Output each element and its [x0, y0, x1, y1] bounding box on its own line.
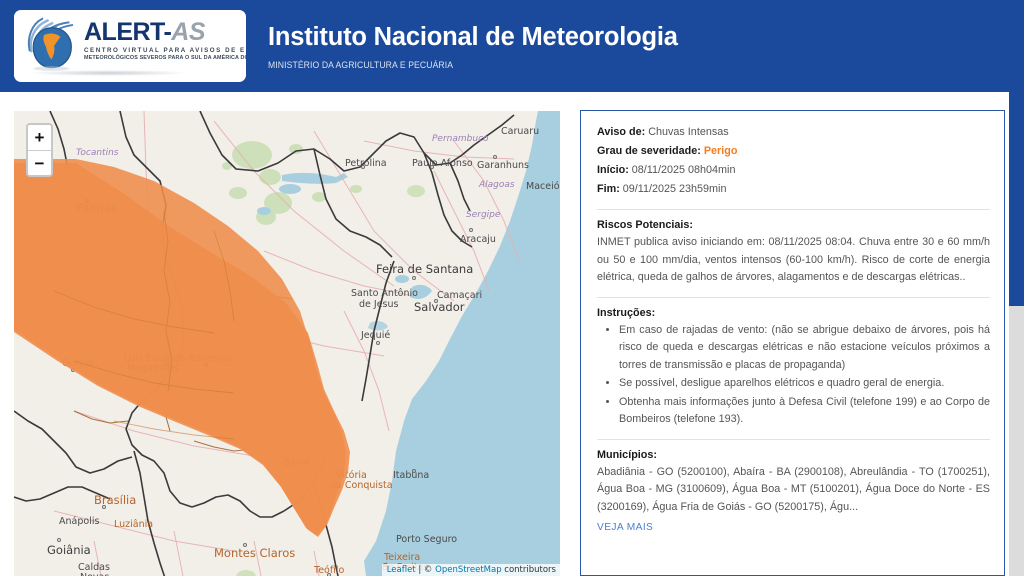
- city-dot: [327, 573, 331, 576]
- map-zoom-controls[interactable]: + −: [26, 123, 53, 177]
- city-dot: [493, 155, 497, 159]
- leaflet-link[interactable]: Leaflet: [386, 565, 416, 575]
- page-scrollbar[interactable]: [1009, 0, 1024, 576]
- aviso-label: Aviso de:: [597, 126, 646, 138]
- zoom-in-button[interactable]: +: [28, 125, 51, 150]
- riscos-title: Riscos Potenciais:: [597, 219, 694, 231]
- fim-row: Fim: 09/11/2025 23h59min: [597, 180, 990, 199]
- attribution-copyright: ©: [423, 565, 436, 575]
- city-dot: [376, 341, 380, 345]
- logo-shadow: [28, 70, 188, 76]
- inicio-row: Início: 08/11/2025 08h04min: [597, 161, 990, 180]
- logo-tagline-line-1: CENTRO VIRTUAL PARA AVISOS DE EVENTOS: [84, 47, 246, 54]
- page-subtitle: MINISTÉRIO DA AGRICULTURA E PECUÁRIA: [268, 60, 454, 70]
- divider: [597, 296, 990, 298]
- fim-label: Fim:: [597, 183, 620, 195]
- divider: [597, 438, 990, 440]
- municipios-title: Municípios:: [597, 448, 657, 461]
- instrucao-item: Obtenha mais informações junto à Defesa …: [619, 394, 990, 429]
- header-title-block: Instituto Nacional de Meteorologia MINIS…: [268, 22, 678, 70]
- severidade-row: Grau de severidade: Perigo: [597, 142, 990, 161]
- instrucoes-title: Instruções:: [597, 306, 656, 319]
- zoom-out-button[interactable]: −: [28, 150, 51, 175]
- map-attribution: Leaflet | © OpenStreetMap contributors: [381, 564, 560, 576]
- aviso-value: Chuvas Intensas: [648, 126, 729, 138]
- attribution-separator: |: [415, 565, 424, 575]
- city-dot: [102, 505, 106, 509]
- alert-info-panel: Aviso de: Chuvas Intensas Grau de severi…: [580, 110, 1005, 576]
- city-dot: [430, 165, 434, 169]
- alert-as-logo[interactable]: ALERT-AS CENTRO VIRTUAL PARA AVISOS DE E…: [14, 10, 246, 82]
- inicio-label: Início:: [597, 164, 629, 176]
- riscos-body: INMET publica aviso iniciando em: 08/11/…: [597, 236, 990, 283]
- scrollbar-thumb[interactable]: [1009, 0, 1024, 306]
- fim-value: 09/11/2025 23h59min: [622, 183, 727, 195]
- city-dot: [469, 228, 473, 232]
- veja-mais-link[interactable]: VEJA MAIS: [597, 522, 654, 533]
- instrucao-item: Em caso de rajadas de vento: (não se abr…: [619, 322, 990, 375]
- alert-area-overlay: [14, 163, 350, 537]
- content-area: TocantinsPalmasGurupiLuís EduardoMagalhã…: [0, 92, 1024, 576]
- site-header: ALERT-AS CENTRO VIRTUAL PARA AVISOS DE E…: [0, 0, 1024, 92]
- city-dot: [57, 538, 61, 542]
- city-dot: [434, 299, 438, 303]
- inicio-value: 08/11/2025 08h04min: [631, 164, 736, 176]
- city-dot: [412, 469, 416, 473]
- alert-map[interactable]: TocantinsPalmasGurupiLuís EduardoMagalhã…: [14, 111, 560, 576]
- aviso-row: Aviso de: Chuvas Intensas: [597, 123, 990, 142]
- logo-wordmark: ALERT-AS CENTRO VIRTUAL PARA AVISOS DE E…: [84, 18, 246, 61]
- instrucoes-list: Em caso de rajadas de vento: (não se abr…: [597, 322, 990, 429]
- city-dot: [243, 543, 247, 547]
- municipios-body: Abadiânia - GO (5200100), Abaíra - BA (2…: [597, 465, 990, 513]
- instrucao-item: Se possível, desligue aparelhos elétrico…: [619, 375, 990, 393]
- openstreetmap-link[interactable]: OpenStreetMap: [435, 565, 502, 575]
- severidade-label: Grau de severidade:: [597, 145, 701, 157]
- logo-brand-text: ALERT-AS: [84, 18, 206, 46]
- page-title: Instituto Nacional de Meteorologia: [268, 23, 678, 51]
- city-dot: [412, 276, 416, 280]
- city-dot: [361, 165, 365, 169]
- logo-tagline-line-2: METEOROLÓGICOS SEVEROS PARA O SUL DA AMÉ…: [84, 55, 246, 61]
- status-badge: Perigo: [703, 145, 738, 157]
- attribution-suffix: contributors: [501, 565, 556, 575]
- divider: [597, 209, 990, 210]
- globe-south-america-icon: [27, 17, 74, 71]
- logo-brand-suffix: AS: [171, 18, 206, 46]
